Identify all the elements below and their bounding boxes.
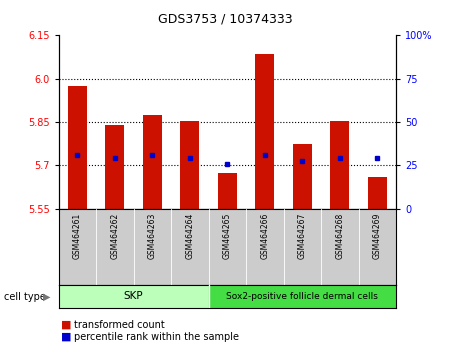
Text: cell type: cell type	[4, 292, 46, 302]
Text: transformed count: transformed count	[74, 320, 165, 330]
Bar	[256, 54, 274, 209]
Bar	[180, 121, 199, 209]
Text: GSM464267: GSM464267	[298, 213, 307, 259]
Text: SKP: SKP	[124, 291, 143, 302]
Text: GSM464268: GSM464268	[335, 213, 344, 259]
Text: GSM464265: GSM464265	[223, 213, 232, 259]
Bar	[58, 285, 208, 308]
Text: percentile rank within the sample: percentile rank within the sample	[74, 332, 239, 342]
Bar	[293, 144, 311, 209]
Bar	[218, 173, 237, 209]
Text: GSM464263: GSM464263	[148, 213, 157, 259]
Text: ■: ■	[61, 320, 71, 330]
Text: ■: ■	[61, 332, 71, 342]
Bar	[368, 177, 387, 209]
Bar	[105, 125, 124, 209]
Bar	[208, 285, 396, 308]
Bar	[143, 115, 162, 209]
Text: GSM464261: GSM464261	[73, 213, 82, 259]
Text: GSM464269: GSM464269	[373, 213, 382, 259]
Text: Sox2-positive follicle dermal cells: Sox2-positive follicle dermal cells	[226, 292, 378, 301]
Text: GSM464266: GSM464266	[260, 213, 269, 259]
Text: GDS3753 / 10374333: GDS3753 / 10374333	[158, 12, 292, 25]
Text: GSM464262: GSM464262	[110, 213, 119, 259]
Bar	[68, 86, 86, 209]
Text: GSM464264: GSM464264	[185, 213, 194, 259]
Text: ▶: ▶	[43, 292, 50, 302]
Bar	[330, 121, 349, 209]
